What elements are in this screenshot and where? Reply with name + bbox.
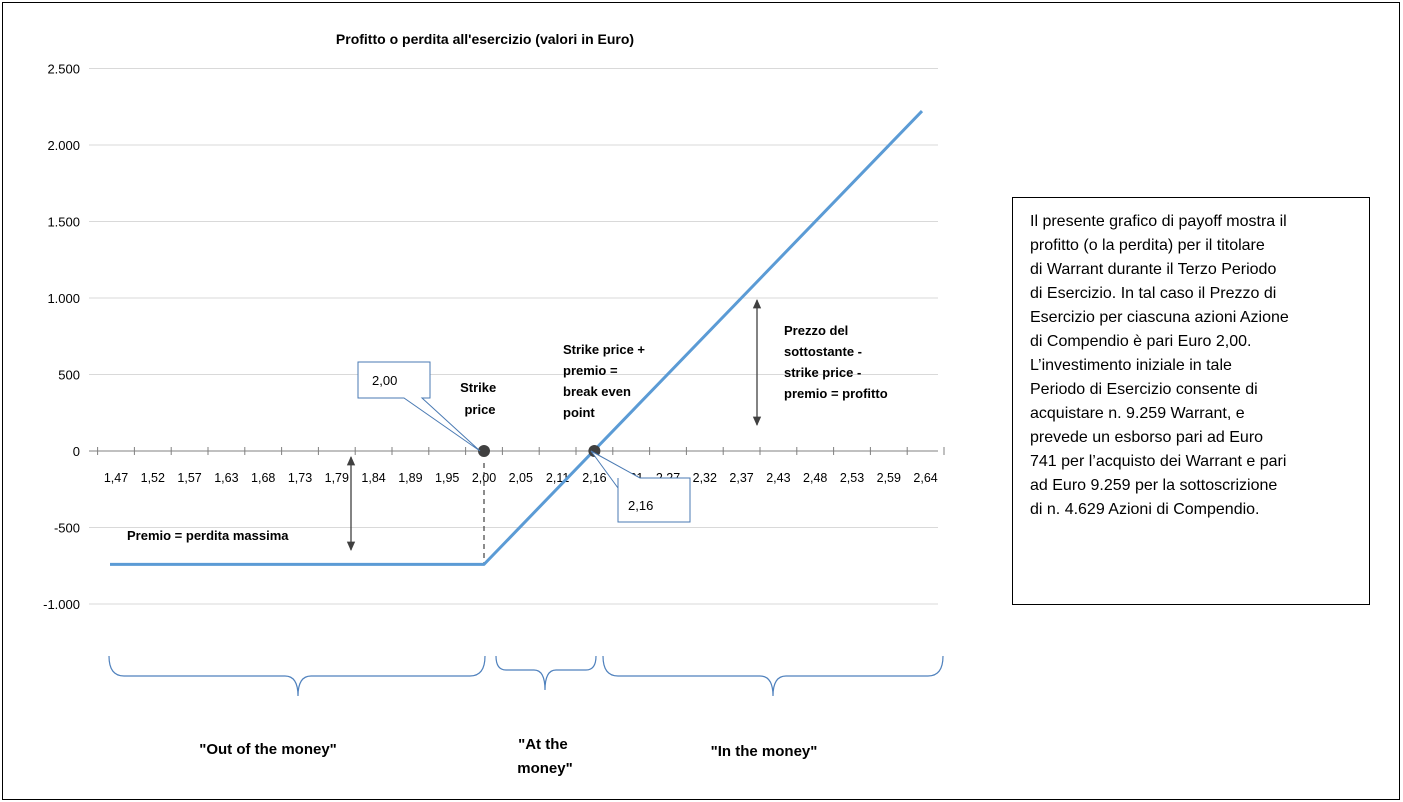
y-tick-label: -1.000 [43, 597, 80, 612]
x-tick-label: 1,57 [177, 471, 201, 485]
region-at-the-money: "At the money" [517, 736, 572, 777]
y-tick-label: 1.000 [47, 291, 80, 306]
note-line: Periodo di Esercizio consente di [1030, 381, 1258, 398]
note-line: di Warrant durante il Terzo Periodo [1030, 261, 1277, 278]
note-line: di n. 4.629 Azioni di Compendio. [1030, 501, 1260, 518]
x-tick-label: 2,05 [509, 471, 533, 485]
callout-breakeven-value: 2,16 [590, 450, 691, 523]
brace-out-of-the-money [108, 655, 486, 697]
brace-in-the-money [602, 655, 944, 697]
x-tick-label: 2,64 [913, 471, 937, 485]
callout-label-2-00: 2,00 [372, 373, 397, 388]
y-tick-label: 2.000 [47, 138, 80, 153]
gridlines [89, 68, 938, 605]
x-tick-label: 2,37 [729, 471, 753, 485]
note-line: Esercizio per ciascuna azioni Azione [1030, 309, 1289, 326]
brace-at-the-money [495, 655, 597, 691]
strike-price-annotation: Strike price [460, 380, 500, 417]
note-line: prevede un esborso pari ad Euro [1030, 429, 1264, 446]
explanation-note: Il presente grafico di payoff mostra il … [1012, 197, 1370, 605]
region-in-the-money: "In the money" [711, 743, 818, 760]
chart-title: Profitto o perdita all'esercizio (valori… [336, 31, 634, 47]
x-tick-label: 2,00 [472, 471, 496, 485]
x-axis: 1,47 1,52 1,57 1,63 1,68 1,73 1,79 1,84 1,89 1,95… [89, 447, 945, 485]
x-tick-label: 1,73 [288, 471, 312, 485]
x-tick-label: 2,48 [803, 471, 827, 485]
y-tick-label: 2.500 [47, 62, 80, 77]
x-tick-label: 2,32 [693, 471, 717, 485]
payoff-line [110, 109, 924, 566]
x-tick-label: 1,89 [398, 471, 422, 485]
note-line: ad Euro 9.259 per la sottoscrizione [1030, 477, 1278, 494]
x-tick-label: 1,52 [141, 471, 165, 485]
profit-annotation: Prezzo del sottostante - strike price - … [784, 323, 888, 401]
y-axis-ticks: 2.500 2.000 1.500 1.000 500 0 -500 -1.000 [43, 62, 80, 613]
note-line: Il presente grafico di payoff mostra il [1030, 213, 1287, 230]
y-tick-label: 500 [58, 368, 80, 383]
x-tick-label: 1,95 [435, 471, 459, 485]
series-group [110, 109, 924, 566]
x-tick-label: 1,79 [325, 471, 349, 485]
note-line: L’investimento iniziale in tale [1030, 357, 1232, 374]
y-tick-label: 1.500 [47, 215, 80, 230]
x-tick-label: 1,63 [214, 471, 238, 485]
y-tick-label: 0 [73, 444, 80, 459]
note-line: di Esercizio. In tal caso il Prezzo di [1030, 285, 1277, 302]
x-tick-label: 2,43 [766, 471, 790, 485]
x-tick-label: 2,53 [840, 471, 864, 485]
note-line: profitto (o la perdita) per il titolare [1030, 237, 1265, 254]
region-out-of-the-money: "Out of the money" [199, 741, 337, 758]
note-line: 741 per l’acquisto dei Warrant e pari [1030, 453, 1287, 470]
x-tick-label: 1,68 [251, 471, 275, 485]
x-tick-label: 2,59 [877, 471, 901, 485]
x-tick-label: 1,84 [361, 471, 385, 485]
callout-label-2-16: 2,16 [628, 498, 653, 513]
x-tick-label: 1,47 [104, 471, 128, 485]
break-even-annotation: Strike price + premio = break even point [563, 342, 649, 420]
note-line: di Compendio è pari Euro 2,00. [1030, 333, 1252, 350]
y-tick-label: -500 [54, 521, 80, 536]
x-tick-label: 2,16 [582, 471, 606, 485]
note-line: acquistare n. 9.259 Warrant, e [1030, 405, 1245, 422]
callout-strike-value: 2,00 [357, 361, 481, 452]
region-braces [108, 655, 944, 697]
premium-annotation: Premio = perdita massima [127, 528, 289, 543]
data-point-marker [478, 445, 490, 457]
